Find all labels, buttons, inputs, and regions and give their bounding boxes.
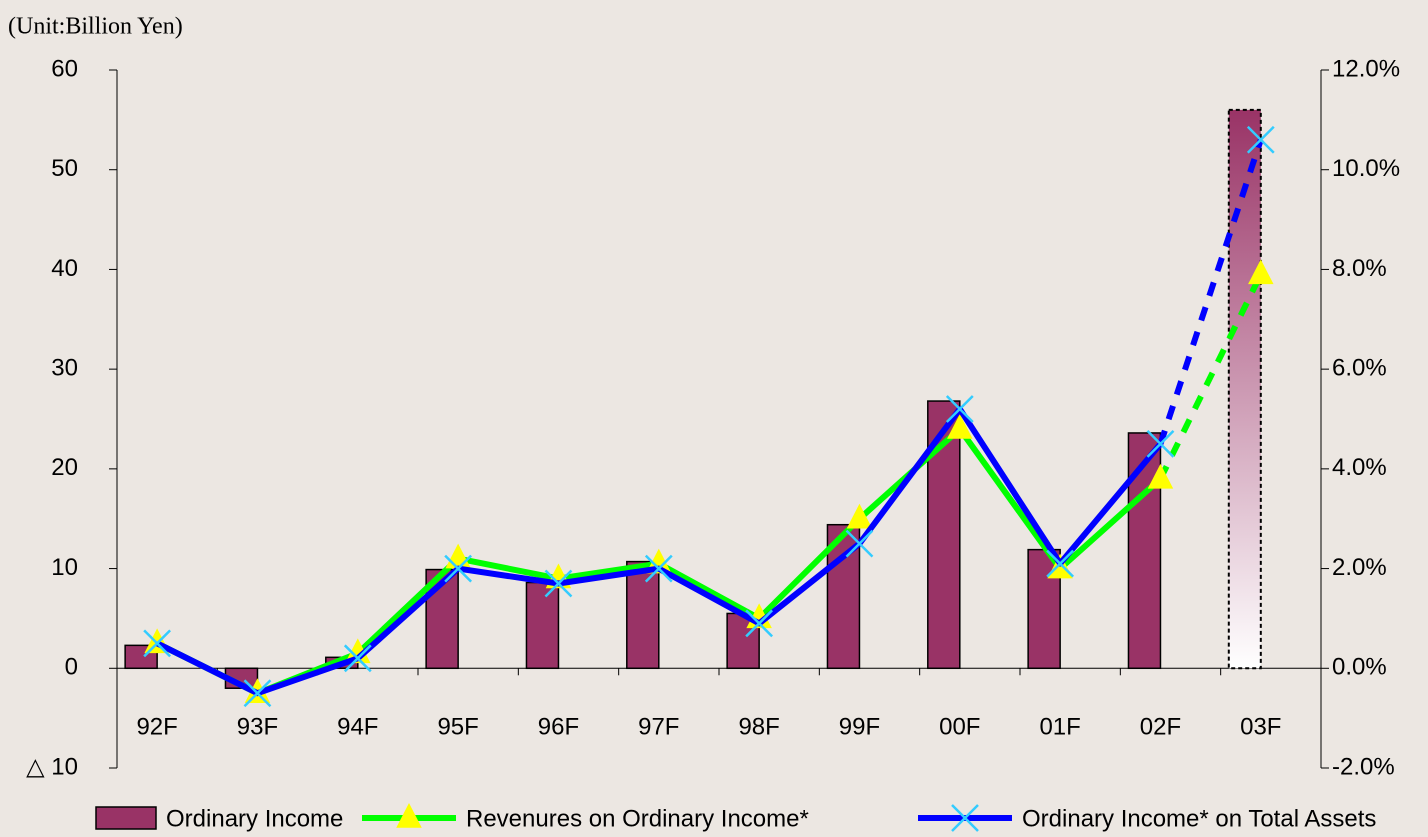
marker [345, 638, 371, 664]
marker [945, 395, 974, 423]
y-tick-label: 40 [51, 255, 78, 282]
y2-tick-label: 6.0% [1332, 354, 1387, 381]
forecast-line [1157, 273, 1264, 481]
marker [745, 609, 774, 638]
marker [1246, 125, 1275, 154]
x-tick-label: 94F [337, 713, 378, 740]
legend-label: Ordinary Income [166, 805, 343, 832]
forecast-bar [1227, 108, 1262, 670]
y2-tick-label: 2.0% [1332, 554, 1387, 581]
legend-label: Ordinary Income* on Total Assets [1022, 805, 1376, 832]
x-tick-label: 00F [939, 713, 980, 740]
legend-label: Revenures on Ordinary Income* [466, 805, 809, 832]
y2-tick-label: 10.0% [1332, 155, 1400, 182]
y-tick-label: 60 [51, 55, 78, 82]
x-tick-label: 93F [237, 713, 278, 740]
marker [445, 543, 471, 569]
bar [1127, 432, 1162, 670]
marker [846, 503, 873, 529]
y2-tick-label: 4.0% [1332, 454, 1387, 481]
marker [947, 413, 973, 439]
x-tick-label: 98F [738, 713, 779, 740]
y-tick-label: 10 [51, 554, 78, 581]
y-tick-label: 20 [51, 454, 78, 481]
x-tick-label: 97F [638, 713, 679, 740]
y-tick-label: △ 10 [26, 753, 78, 780]
legend-marker [396, 803, 422, 828]
chart-title: (Unit:Billion Yen) [8, 14, 183, 40]
y2-tick-label: 0.0% [1332, 654, 1387, 681]
marker [143, 629, 172, 658]
marker [1146, 430, 1175, 458]
y-tick-label: 0 [65, 654, 78, 681]
marker [1046, 549, 1075, 578]
marker [544, 569, 573, 598]
marker [1248, 259, 1274, 285]
bar [626, 560, 660, 670]
marker [1147, 463, 1174, 489]
y2-tick-label: -2.0% [1332, 753, 1395, 780]
marker [444, 554, 473, 583]
y2-tick-label: 8.0% [1332, 255, 1387, 282]
marker [644, 554, 673, 583]
x-tick-label: 01F [1039, 713, 1080, 740]
x-tick-label: 03F [1240, 713, 1281, 740]
forecast-line [1157, 138, 1264, 445]
x-tick-label: 02F [1140, 713, 1181, 740]
x-tick-label: 96F [538, 713, 579, 740]
marker [845, 529, 874, 558]
y2-tick-label: 12.0% [1332, 55, 1400, 82]
bar [525, 581, 560, 670]
x-tick-label: 92F [136, 713, 177, 740]
x-tick-label: 95F [437, 713, 478, 740]
marker [243, 679, 272, 708]
y-tick-label: 30 [51, 354, 78, 381]
y-tick-label: 50 [51, 155, 78, 182]
marker [343, 644, 372, 673]
legend-swatch [95, 806, 157, 830]
x-tick-label: 99F [839, 713, 880, 740]
legend-marker [951, 804, 979, 832]
